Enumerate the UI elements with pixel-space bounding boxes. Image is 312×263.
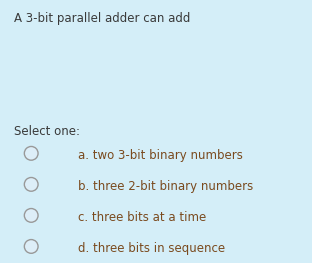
Text: a. two 3-bit binary numbers: a. two 3-bit binary numbers [78,149,243,161]
Text: b. three 2-bit binary numbers: b. three 2-bit binary numbers [78,180,253,193]
Ellipse shape [24,178,38,191]
Ellipse shape [24,240,38,253]
Text: c. three bits at a time: c. three bits at a time [78,211,206,224]
Text: d. three bits in sequence: d. three bits in sequence [78,242,225,255]
Text: Select one:: Select one: [14,125,80,138]
Ellipse shape [24,146,38,160]
Text: A 3-bit parallel adder can add: A 3-bit parallel adder can add [14,12,190,25]
Ellipse shape [24,209,38,222]
